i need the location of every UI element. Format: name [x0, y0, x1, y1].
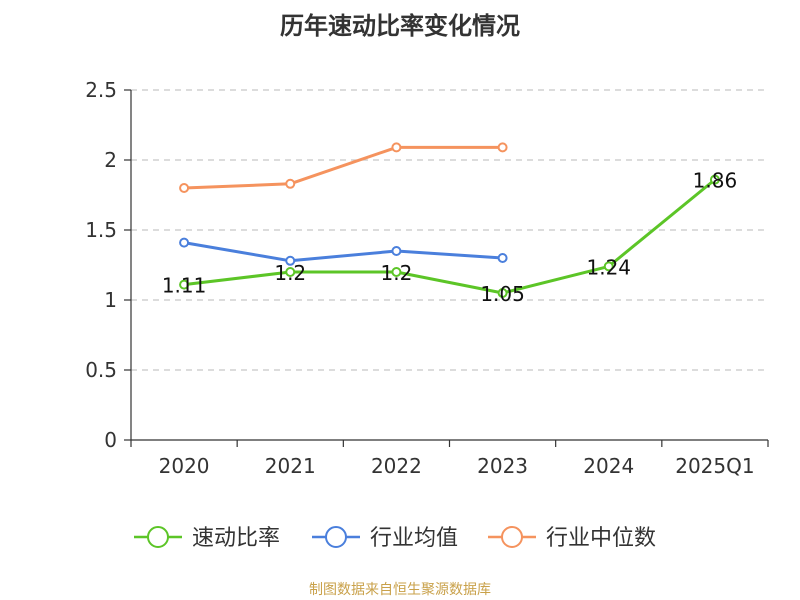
- x-tick-label: 2020: [159, 454, 210, 478]
- data-point: [285, 255, 296, 266]
- legend-label: 行业中位数: [546, 526, 656, 551]
- series-line: [183, 241, 503, 263]
- data-label: 1.86: [693, 169, 738, 193]
- data-point: [179, 183, 190, 193]
- data-point: [497, 288, 508, 298]
- x-tick-label: 2025Q1: [675, 454, 754, 478]
- series-line: [183, 178, 716, 295]
- y-tick-label: 1: [104, 288, 117, 312]
- x-tick-label: 2024: [583, 454, 634, 478]
- data-point: [391, 246, 402, 256]
- legend-label: 行业均值: [370, 526, 458, 551]
- y-tick-label: 0: [104, 428, 117, 452]
- x-tick-label: 2022: [371, 454, 422, 478]
- y-tick-label: 2: [104, 148, 117, 172]
- data-point: [603, 261, 614, 272]
- data-label: 1.11: [162, 274, 207, 298]
- data-point: [179, 279, 190, 290]
- legend-marker: [501, 526, 523, 548]
- data-point: [285, 267, 296, 277]
- data-label: 1.24: [586, 255, 631, 279]
- data-point: [285, 178, 296, 189]
- data-point: [179, 237, 190, 248]
- data-point: [391, 142, 402, 153]
- legend-label: 速动比率: [192, 526, 280, 551]
- data-label: 1.2: [381, 261, 413, 285]
- legend-marker: [325, 526, 347, 548]
- data-labels: 1.11 1.2 1.2 1.05 1.24 1.86: [162, 169, 737, 306]
- series-line: [184, 145, 503, 190]
- chart-title: 历年速动比率变化情况: [280, 12, 520, 40]
- grid-lines: [131, 89, 768, 371]
- data-label: 1.2: [274, 261, 306, 285]
- legend: 速动比率 行业均值 行业中位数: [134, 526, 656, 551]
- y-tick-label: 2.5: [85, 78, 117, 102]
- data-point: [497, 142, 508, 153]
- data-point: [391, 267, 402, 277]
- data-point: [709, 174, 720, 185]
- series-lines: [179, 142, 720, 298]
- source-note: 制图数据来自恒生聚源数据库: [309, 582, 491, 598]
- y-tick-label: 0.5: [85, 358, 117, 382]
- y-tick-label: 1.5: [85, 218, 117, 242]
- x-tick-label: 2023: [477, 454, 528, 478]
- legend-marker: [147, 526, 169, 548]
- axes: 0 0.5 1 1.5 2 2.5 2020 2021 2022 2023 2024 2025Q1: [85, 78, 769, 478]
- data-label: 1.05: [480, 282, 525, 306]
- data-point: [497, 253, 508, 263]
- x-tick-label: 2021: [265, 454, 316, 478]
